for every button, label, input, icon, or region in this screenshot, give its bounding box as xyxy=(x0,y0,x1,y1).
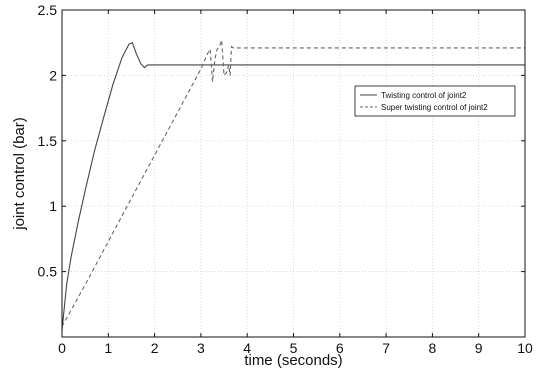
x-tick-label: 1 xyxy=(104,340,112,356)
series-line-twisting xyxy=(61,41,525,331)
axis-ticks: 0 1 2 3 4 5 6 7 8 9 10 0.5 1 1.5 2 2.5 xyxy=(38,2,533,356)
x-tick-label: 6 xyxy=(336,340,344,356)
y-tick-label: 1.5 xyxy=(38,133,58,149)
y-tick-label: 1 xyxy=(49,198,57,214)
legend-box xyxy=(354,85,516,117)
x-tick-label: 9 xyxy=(475,340,483,356)
x-tick-label: 0 xyxy=(58,340,66,356)
legend-label-twisting: Twisting control of joint2 xyxy=(381,91,467,100)
legend-label-super-twisting: Super twisting control of joint2 xyxy=(381,103,488,112)
y-axis-label: joint control (bar) xyxy=(11,117,28,231)
x-tick-label: 3 xyxy=(197,340,205,356)
x-tick-label: 4 xyxy=(243,340,251,356)
x-tick-label: 8 xyxy=(429,340,437,356)
x-tick-label: 2 xyxy=(151,340,159,356)
x-tick-label: 10 xyxy=(517,340,533,356)
y-tick-label: 0.5 xyxy=(38,264,58,280)
x-axis-label: time (seconds) xyxy=(244,352,342,369)
y-tick-label: 2.5 xyxy=(38,2,58,18)
x-tick-label: 5 xyxy=(290,340,298,356)
x-tick-label: 7 xyxy=(382,340,390,356)
series-group xyxy=(61,39,525,331)
legend: Twisting control of joint2 Super twistin… xyxy=(354,85,516,117)
y-tick-label: 2 xyxy=(49,67,57,83)
